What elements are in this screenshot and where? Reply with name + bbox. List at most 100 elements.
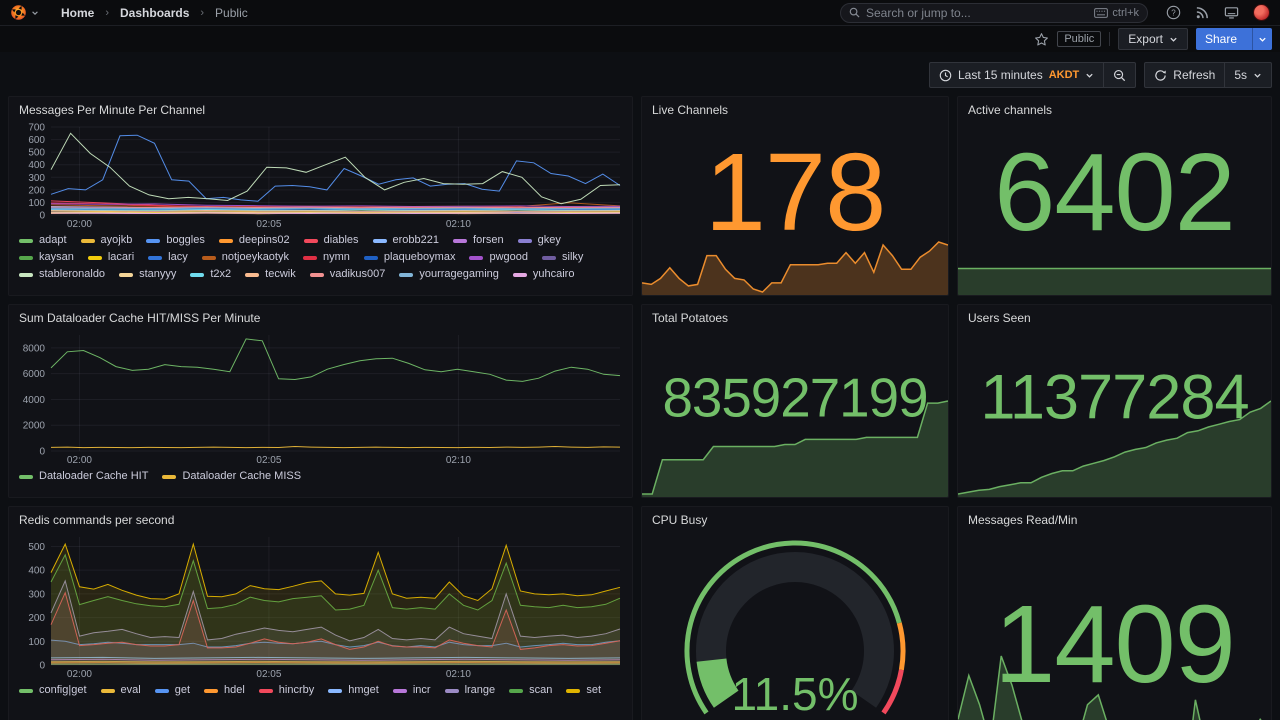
news-icon[interactable]: [1195, 5, 1210, 20]
legend-label: silky: [562, 251, 584, 263]
sparkline: [642, 398, 948, 497]
panel-title[interactable]: Redis commands per second: [19, 513, 175, 527]
timeseries-chart[interactable]: 0 100 200 300 400 500 600 700 02:00 02:05 02:10: [15, 121, 626, 231]
share-button[interactable]: Share: [1195, 28, 1272, 50]
panel-title[interactable]: CPU Busy: [652, 513, 708, 527]
legend-swatch: [303, 238, 318, 243]
legend-item[interactable]: Dataloader Cache MISS: [162, 469, 301, 484]
refresh-interval-select[interactable]: 5s: [1225, 62, 1272, 88]
stat-body[interactable]: 835927199: [642, 327, 948, 497]
legend-label: lacy: [168, 251, 188, 263]
panel-title[interactable]: Active channels: [968, 103, 1053, 117]
legend-item[interactable]: pwgood: [469, 250, 528, 265]
legend-item[interactable]: lacari: [87, 250, 134, 265]
grafana-logo[interactable]: [10, 4, 39, 21]
legend-label: nymn: [322, 251, 350, 263]
legend-item[interactable]: Dataloader Cache HIT: [19, 469, 148, 484]
stat-value: 835927199: [662, 366, 928, 429]
breadcrumb-home[interactable]: Home: [61, 5, 95, 20]
search-bar[interactable]: ctrl+k: [840, 2, 1148, 23]
legend-item[interactable]: t2x2: [190, 267, 231, 282]
refresh-button[interactable]: Refresh: [1144, 62, 1226, 88]
panel-title[interactable]: Messages Read/Min: [968, 513, 1078, 527]
panel-title[interactable]: Messages Per Minute Per Channel: [19, 103, 206, 117]
legend-label: stanyyy: [139, 268, 177, 280]
legend-item[interactable]: yuhcairo: [512, 267, 574, 282]
legend-item[interactable]: deepins02: [218, 233, 290, 248]
legend-item[interactable]: lrange: [444, 683, 495, 698]
breadcrumb-separator: ›: [200, 6, 205, 19]
legend-item[interactable]: nymn: [302, 250, 350, 265]
legend-item[interactable]: silky: [542, 250, 583, 265]
time-range-picker[interactable]: Last 15 minutes AKDT: [929, 62, 1105, 88]
stat-body[interactable]: 178: [642, 119, 948, 295]
legend-item[interactable]: set: [566, 683, 601, 698]
legend-label: scan: [529, 684, 553, 696]
user-avatar[interactable]: [1253, 4, 1270, 21]
legend-item[interactable]: erobb221: [372, 233, 439, 248]
legend-label: set: [586, 684, 602, 696]
panel-messages-read: Messages Read/Min 1409: [957, 506, 1272, 720]
legend-item[interactable]: config|get: [19, 683, 87, 698]
legend-item[interactable]: get: [154, 683, 190, 698]
svg-text:6000: 6000: [23, 369, 46, 380]
legend-item[interactable]: hincrby: [258, 683, 314, 698]
svg-text:02:05: 02:05: [256, 219, 281, 230]
legend-item[interactable]: stableronaldo: [19, 267, 105, 282]
panel-dataloader-cache: Sum Dataloader Cache HIT/MISS Per Minute…: [8, 304, 633, 498]
legend-label: stableronaldo: [39, 268, 106, 280]
breadcrumb-dashboards[interactable]: Dashboards: [120, 5, 190, 20]
zoom-out-button[interactable]: [1104, 62, 1137, 88]
star-icon[interactable]: [1034, 32, 1049, 47]
legend-item[interactable]: stanyyy: [119, 267, 176, 282]
legend-swatch: [148, 255, 163, 260]
legend-item[interactable]: yourragegaming: [399, 267, 499, 282]
stat-body[interactable]: 6402: [958, 119, 1271, 295]
legend-item[interactable]: ayojkb: [80, 233, 132, 248]
legend-item[interactable]: incr: [392, 683, 431, 698]
legend-label: Dataloader Cache MISS: [182, 470, 302, 482]
svg-text:?: ?: [1171, 8, 1176, 17]
export-button[interactable]: Export: [1118, 28, 1188, 50]
timezone-label: AKDT: [1048, 69, 1080, 81]
search-input[interactable]: [866, 5, 1089, 20]
chevron-down-icon: [1259, 37, 1266, 42]
monitor-icon[interactable]: [1224, 5, 1239, 20]
legend-item[interactable]: hdel: [204, 683, 245, 698]
stat-body[interactable]: 11377284: [958, 327, 1271, 497]
panel-title[interactable]: Sum Dataloader Cache HIT/MISS Per Minute: [19, 311, 261, 325]
panel-title[interactable]: Users Seen: [968, 311, 1031, 325]
svg-text:02:00: 02:00: [67, 669, 92, 680]
legend-item[interactable]: gkey: [517, 233, 561, 248]
legend-item[interactable]: notjoeykaotyk: [201, 250, 289, 265]
help-icon[interactable]: ?: [1166, 5, 1181, 20]
share-dropdown-arrow[interactable]: [1252, 28, 1272, 50]
legend-item[interactable]: hmget: [328, 683, 379, 698]
stat-body[interactable]: 1409: [958, 529, 1271, 720]
legend-item[interactable]: forsen: [453, 233, 504, 248]
legend-item[interactable]: tecwik: [245, 267, 296, 282]
legend-item[interactable]: lacy: [148, 250, 188, 265]
legend-item[interactable]: adapt: [19, 233, 67, 248]
legend-item[interactable]: diables: [303, 233, 359, 248]
dashboard-grid: Messages Per Minute Per Channel 0 100 200 3…: [0, 96, 1280, 720]
legend-label: vadikus007: [329, 268, 386, 280]
legend-swatch: [372, 238, 387, 243]
search-shortcut: ctrl+k: [1094, 7, 1139, 19]
panel-title[interactable]: Total Potatoes: [652, 311, 729, 325]
gauge-chart[interactable]: 11.5%: [642, 529, 948, 720]
legend-item[interactable]: vadikus007: [309, 267, 386, 282]
legend-item[interactable]: plaqueboymax: [363, 250, 455, 265]
legend-item[interactable]: boggles: [146, 233, 205, 248]
legend-item[interactable]: kaysan: [19, 250, 74, 265]
timeseries-chart[interactable]: 0 2000 4000 6000 8000 02:00 02:05 02:10: [15, 329, 626, 467]
gauge-value: 11.5%: [731, 668, 859, 720]
panel-users-seen: Users Seen 11377284: [957, 304, 1272, 498]
public-tag[interactable]: Public: [1057, 31, 1102, 47]
legend-item[interactable]: eval: [100, 683, 141, 698]
legend-label: deepins02: [238, 234, 290, 246]
timeseries-chart[interactable]: 0 100 200 300 400 500 02:00 02:05 02:10: [15, 531, 626, 681]
legend-item[interactable]: scan: [509, 683, 552, 698]
panel-title[interactable]: Live Channels: [652, 103, 729, 117]
legend-swatch: [204, 688, 218, 693]
